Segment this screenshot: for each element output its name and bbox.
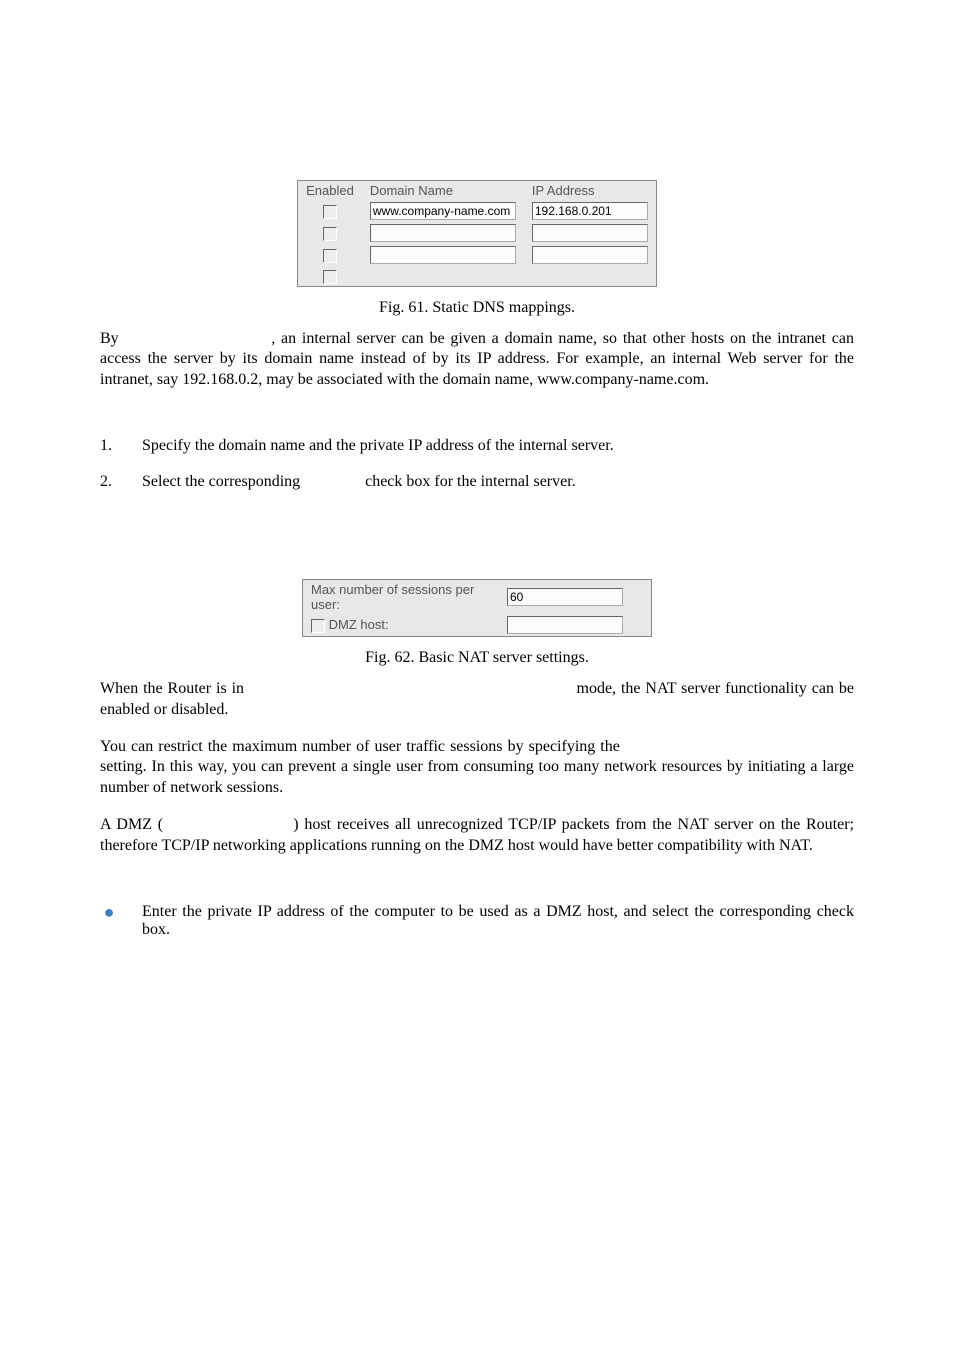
bullet-dmz: ● Enter the private IP address of the co… bbox=[100, 903, 854, 939]
ip-input[interactable] bbox=[532, 246, 648, 264]
table-row bbox=[298, 244, 657, 266]
col-ip: IP Address bbox=[524, 181, 657, 201]
paragraph-dmz: A DMZ (DeMilitarized Zone) host receives… bbox=[100, 815, 854, 857]
fig62-caption: Fig. 62. Basic NAT server settings. bbox=[100, 649, 854, 667]
step-1: 1. Specify the domain name and the priva… bbox=[100, 437, 854, 455]
table-row bbox=[298, 222, 657, 244]
domain-input[interactable] bbox=[370, 202, 516, 220]
dmz-host-input[interactable] bbox=[507, 616, 623, 634]
enabled-checkbox[interactable] bbox=[323, 249, 337, 263]
bullet-icon: ● bbox=[100, 903, 118, 939]
max-sessions-input[interactable] bbox=[507, 588, 623, 606]
enabled-checkbox[interactable] bbox=[323, 270, 337, 284]
fig61-caption: Fig. 61. Static DNS mappings. bbox=[100, 299, 854, 317]
col-domain: Domain Name bbox=[362, 181, 524, 201]
step-2: 2. Select the corresponding Enabled chec… bbox=[100, 473, 854, 491]
enabled-checkbox[interactable] bbox=[323, 205, 337, 219]
table-row: DMZ host: bbox=[303, 614, 652, 637]
paragraph-router-mode: When the Router is in Router with a Stat… bbox=[100, 679, 854, 721]
ip-input[interactable] bbox=[532, 224, 648, 242]
col-enabled: Enabled bbox=[298, 181, 362, 201]
table-row: Max number of sessions per user: bbox=[303, 579, 652, 614]
paragraph-static-dns: By Static DNS Mappings, an internal serv… bbox=[100, 329, 854, 391]
dmz-host-label: DMZ host: bbox=[329, 617, 389, 632]
dmz-checkbox[interactable] bbox=[311, 619, 325, 633]
ip-input[interactable] bbox=[532, 202, 648, 220]
table-row bbox=[298, 200, 657, 222]
nat-settings-table: Max number of sessions per user: DMZ hos… bbox=[302, 579, 652, 637]
enabled-checkbox[interactable] bbox=[323, 227, 337, 241]
max-sessions-label: Max number of sessions per user: bbox=[303, 579, 500, 614]
domain-input[interactable] bbox=[370, 224, 516, 242]
static-dns-table: Enabled Domain Name IP Address bbox=[297, 180, 657, 287]
paragraph-max-sessions: You can restrict the maximum number of u… bbox=[100, 737, 854, 799]
domain-input[interactable] bbox=[370, 246, 516, 264]
table-row bbox=[298, 266, 657, 286]
